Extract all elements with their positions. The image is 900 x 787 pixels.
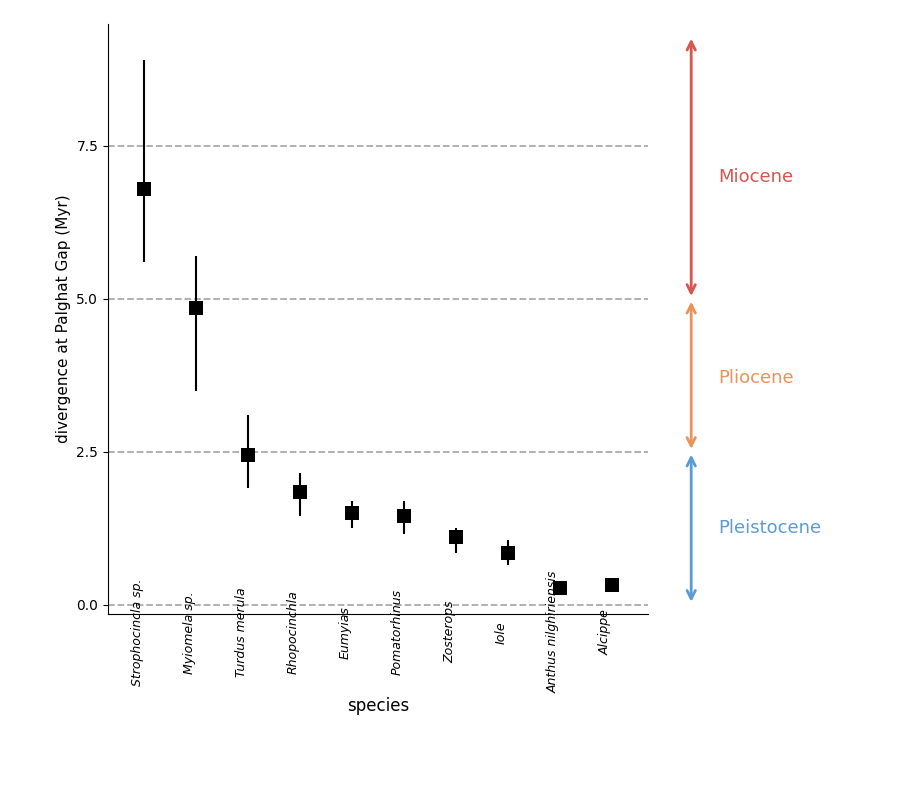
Text: Zosterops: Zosterops xyxy=(443,601,456,663)
Text: Anthus nilghiriensis: Anthus nilghiriensis xyxy=(546,571,560,693)
Text: Pliocene: Pliocene xyxy=(718,369,794,387)
Text: Eumyias: Eumyias xyxy=(339,606,352,659)
Text: Miocene: Miocene xyxy=(718,168,793,186)
Text: Pomatorhinus: Pomatorhinus xyxy=(391,589,404,675)
Text: Alcippe: Alcippe xyxy=(598,609,612,655)
Text: Turdus merula: Turdus merula xyxy=(235,587,248,677)
Text: Rhopocinchla: Rhopocinchla xyxy=(287,590,300,674)
Text: Iole: Iole xyxy=(495,621,508,644)
X-axis label: species: species xyxy=(346,697,410,715)
Y-axis label: divergence at Palghat Gap (Myr): divergence at Palghat Gap (Myr) xyxy=(56,194,71,443)
Text: Myiomela sp.: Myiomela sp. xyxy=(184,591,196,674)
Text: Pleistocene: Pleistocene xyxy=(718,519,822,538)
Text: Strophocincla sp.: Strophocincla sp. xyxy=(131,578,144,686)
